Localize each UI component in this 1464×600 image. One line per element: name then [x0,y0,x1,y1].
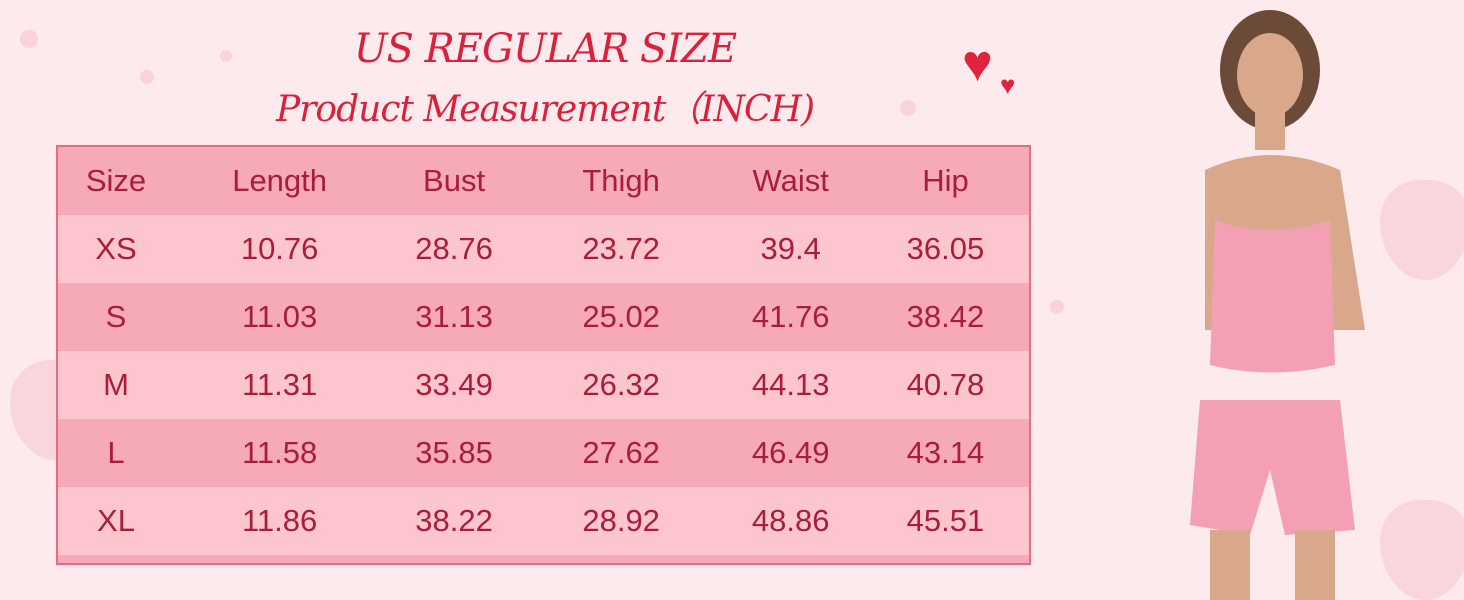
measurement-cell: 39.4 [760,231,821,266]
measurement-cell: 43.14 [906,435,985,470]
measurement-cell: 38.42 [906,299,985,334]
measurement-cell: 44.13 [751,367,830,402]
measurement-cell: 26.32 [582,367,660,402]
measurement-cell: 11.86 [241,503,318,538]
background-dot [20,30,38,48]
header-cell: Size [85,163,147,198]
size-cell: XS [95,231,137,266]
heart-icon: ♥ [1000,70,1016,100]
measurement-cell: 45.51 [906,503,985,538]
measurement-cell: 23.72 [582,231,660,266]
measurement-cell: 40.78 [906,367,985,402]
measurement-cell: 38.22 [415,503,493,538]
size-table: Size Length Bust Thigh Waist Hip XS 10.76… [56,145,1031,565]
model-shorts [1190,400,1355,535]
model-leg [1210,530,1250,600]
background-dot [220,50,232,62]
header-cell: Bust [423,163,486,198]
background-dot [1050,300,1064,314]
measurement-cell: 35.85 [415,435,493,470]
size-cell: L [107,435,125,470]
header-cell: Thigh [582,163,660,198]
table-row: XS 10.76 28.76 23.72 39.4 36.05 [58,215,1029,283]
measurement-cell: 25.02 [582,299,660,334]
measurement-cell: 46.49 [751,435,830,470]
size-cell: M [103,367,129,402]
measurement-cell: 41.76 [751,299,830,334]
measurement-cell: 28.76 [415,231,493,266]
measurement-cell: 11.31 [241,367,318,402]
size-cell: XL [97,503,135,538]
model-neck [1255,110,1285,150]
table-row: L 11.58 35.85 27.62 46.49 43.14 [58,419,1029,487]
title-line-1: US REGULAR SIZE [353,26,737,72]
heart-icon: ♥ [962,35,993,93]
measurement-cell: 27.62 [582,435,660,470]
strawberry-decoration [1380,180,1464,280]
measurement-cell: 48.86 [751,503,830,538]
measurement-cell: 11.03 [241,299,318,334]
model-face [1237,33,1303,117]
measurement-cell: 31.13 [415,299,493,334]
title-line-2: Product Measurement（INCH) [275,89,815,130]
measurement-cell: 10.76 [240,231,319,266]
model-cami-top [1210,220,1335,373]
background-dot [140,70,154,84]
size-cell: S [105,299,127,334]
strawberry-decoration [1380,500,1464,600]
table-header-row: Size Length Bust Thigh Waist Hip [58,147,1029,215]
model-leg [1295,530,1335,600]
model-photo [1190,10,1365,600]
measurement-cell: 33.49 [415,367,493,402]
measurement-cell: 36.05 [906,231,985,266]
measurement-cell: 28.92 [582,503,660,538]
header-cell: Length [232,163,328,198]
header-cell: Hip [922,163,969,198]
background-dot [900,100,916,116]
table-row: M 11.31 33.49 26.32 44.13 40.78 [58,351,1029,419]
header-cell: Waist [752,163,829,198]
table-row: S 11.03 31.13 25.02 41.76 38.42 [58,283,1029,351]
measurement-cell: 11.58 [241,435,318,470]
table-row: XL 11.86 38.22 28.92 48.86 45.51 [58,487,1029,555]
